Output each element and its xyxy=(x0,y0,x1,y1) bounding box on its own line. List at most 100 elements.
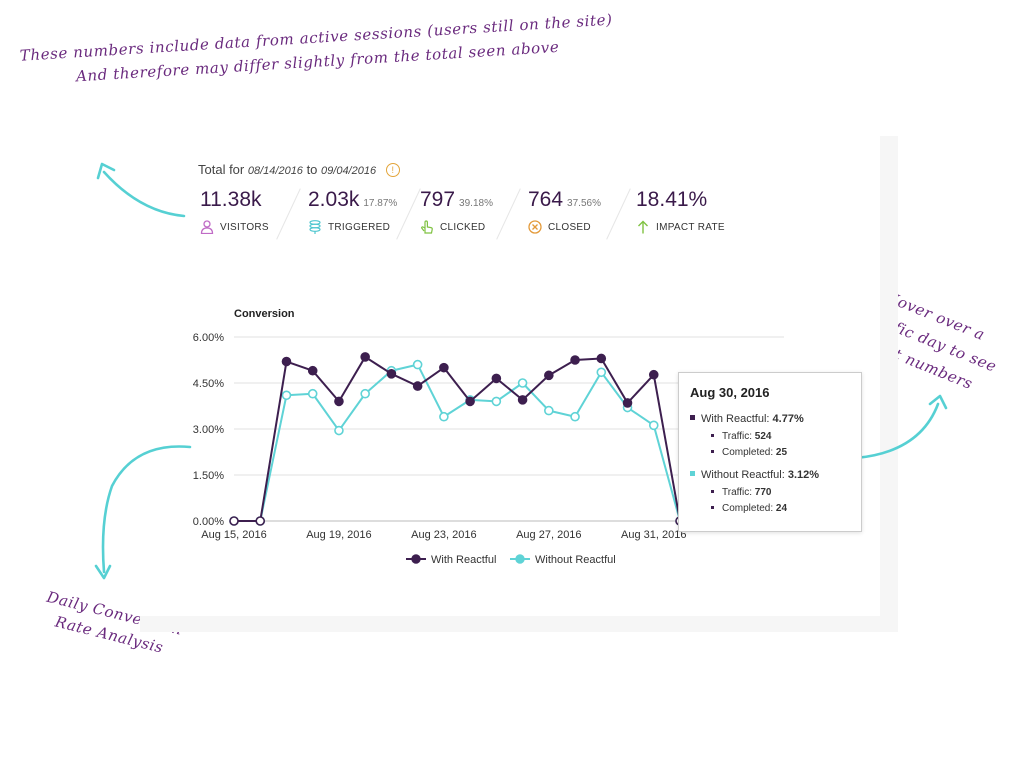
data-point[interactable] xyxy=(491,396,502,407)
day-detail-tooltip: Aug 30, 2016 With Reactful: 4.77% Traffi… xyxy=(678,372,862,532)
data-point[interactable] xyxy=(517,395,528,405)
data-point[interactable] xyxy=(491,373,502,384)
series-swatch xyxy=(690,415,695,420)
x-tick-label: Aug 27, 2016 xyxy=(516,529,581,541)
stat-value: 2.03k xyxy=(308,188,360,211)
stat-value: 764 xyxy=(528,188,564,211)
completed-value: 25 xyxy=(775,447,788,458)
series-line-without-reactful xyxy=(234,363,681,522)
stat-percent: 17.87% xyxy=(363,198,398,209)
annotation-arrows xyxy=(94,162,948,580)
series-label: With Reactful: xyxy=(701,413,770,425)
legend-without-reactful[interactable]: Without Reactful xyxy=(510,554,616,566)
data-point[interactable] xyxy=(517,378,528,388)
arrow-to-chart-head xyxy=(94,564,112,580)
traffic-value: 524 xyxy=(754,431,772,442)
y-tick-label: 4.50% xyxy=(193,378,224,390)
bullet xyxy=(711,490,714,493)
y-tick-label: 1.50% xyxy=(193,470,224,482)
data-point[interactable] xyxy=(648,369,659,380)
stat-label: CLOSED xyxy=(548,222,591,233)
stat-label: TRIGGERED xyxy=(328,222,391,233)
stat-visitors: 11.38k VISITORS xyxy=(200,188,269,234)
tooltip-without-traffic: Traffic: 770 xyxy=(711,487,771,498)
data-point[interactable] xyxy=(360,388,370,399)
data-point[interactable] xyxy=(570,411,580,422)
stat-percent: 37.56% xyxy=(567,198,601,209)
tooltip-with-reactful: With Reactful: 4.77% xyxy=(690,413,804,425)
data-point[interactable] xyxy=(334,425,344,436)
data-point[interactable] xyxy=(648,420,659,431)
bullet xyxy=(711,434,714,437)
start-date: 08/14/2016 xyxy=(247,165,303,177)
completed-value: 24 xyxy=(775,503,788,514)
person-icon xyxy=(200,220,214,234)
data-point[interactable] xyxy=(281,390,292,401)
tooltip-with-traffic: Traffic: 524 xyxy=(711,431,771,442)
stat-label: IMPACT RATE xyxy=(656,222,725,233)
traffic-label: Traffic: xyxy=(722,487,753,498)
arrow-to-tooltip xyxy=(854,402,940,460)
data-point[interactable] xyxy=(386,368,397,379)
stat-value: 18.41% xyxy=(636,188,708,211)
x-tick-label: Aug 15, 2016 xyxy=(201,529,266,541)
date-range-summary: Total for 08/14/2016 to 09/04/2016 ! xyxy=(198,162,400,177)
series-line-with-reactful xyxy=(234,355,681,522)
spring-icon xyxy=(309,220,321,234)
stat-impact-rate: 18.41% IMPACT RATE xyxy=(636,188,725,234)
x-tick-label: Aug 31, 2016 xyxy=(621,529,686,541)
arrow-to-chart xyxy=(101,445,192,574)
data-point[interactable] xyxy=(229,516,239,526)
stat-label: VISITORS xyxy=(220,222,269,233)
stat-label: CLICKED xyxy=(440,222,486,233)
data-point[interactable] xyxy=(544,370,554,381)
data-point[interactable] xyxy=(439,411,449,422)
data-point[interactable] xyxy=(439,362,449,373)
y-tick-label: 6.00% xyxy=(193,332,224,344)
x-tick-label: Aug 19, 2016 xyxy=(306,529,371,541)
end-date: 09/04/2016 xyxy=(321,165,377,177)
data-point[interactable] xyxy=(544,405,554,416)
legend-label: With Reactful xyxy=(431,554,496,566)
tooltip-without-completed: Completed: 24 xyxy=(711,503,787,514)
y-tick-label: 0.00% xyxy=(193,516,224,528)
data-point[interactable] xyxy=(412,359,423,370)
data-point[interactable] xyxy=(412,381,423,391)
tooltip-date: Aug 30, 2016 xyxy=(690,385,770,400)
info-icon[interactable]: ! xyxy=(385,163,400,177)
data-point[interactable] xyxy=(307,365,318,376)
legend-label: Without Reactful xyxy=(535,554,616,566)
data-point[interactable] xyxy=(307,388,318,399)
bullet xyxy=(711,450,714,453)
data-point[interactable] xyxy=(596,353,607,364)
data-point[interactable] xyxy=(622,398,633,408)
x-tick-label: Aug 23, 2016 xyxy=(411,529,476,541)
stat-closed: 764 37.56% CLOSED xyxy=(528,188,601,234)
y-tick-label: 3.00% xyxy=(193,424,224,436)
arrow-to-totals-head xyxy=(96,162,116,180)
stat-triggered: 2.03k 17.87% TRIGGERED xyxy=(308,188,398,234)
series-swatch xyxy=(690,471,695,476)
close-circle-icon xyxy=(528,220,542,234)
data-point[interactable] xyxy=(596,367,607,378)
stat-percent: 39.18% xyxy=(459,198,493,209)
bullet xyxy=(711,506,714,509)
chart-title: Conversion xyxy=(234,308,295,320)
arrow-to-totals xyxy=(102,170,186,218)
data-point[interactable] xyxy=(465,396,475,407)
completed-label: Completed: xyxy=(722,503,774,514)
legend-with-reactful[interactable]: With Reactful xyxy=(406,554,496,566)
data-point[interactable] xyxy=(255,516,266,526)
arrow-up-icon xyxy=(638,220,648,234)
data-point[interactable] xyxy=(281,356,292,367)
tooltip-without-reactful: Without Reactful: 3.12% xyxy=(690,469,819,481)
legend-marker xyxy=(515,554,525,564)
data-point[interactable] xyxy=(360,352,370,362)
pointer-hand-icon xyxy=(420,220,433,234)
data-point[interactable] xyxy=(334,396,344,407)
arrow-to-tooltip-head xyxy=(928,394,948,410)
traffic-label: Traffic: xyxy=(722,431,753,442)
data-point[interactable] xyxy=(570,355,580,365)
series-value: 4.77% xyxy=(772,413,804,425)
